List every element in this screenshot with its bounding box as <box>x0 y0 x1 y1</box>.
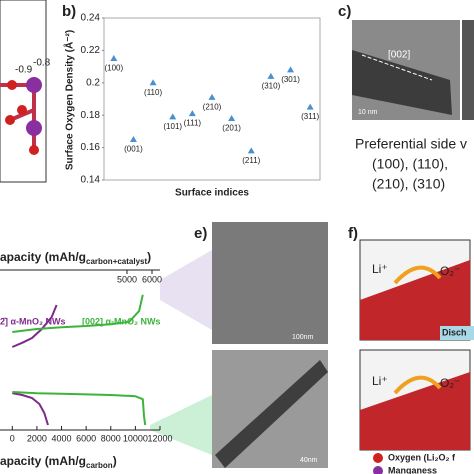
arrow <box>393 375 442 395</box>
surface <box>360 372 470 450</box>
species-label: O₂⁻ <box>440 376 460 390</box>
point-label: (210) <box>203 102 222 111</box>
x-axis-title: apacity (mAh/gcarbon) <box>0 454 117 470</box>
marker <box>228 114 236 121</box>
o-atom <box>5 115 15 125</box>
point-label: (101) <box>163 122 182 131</box>
legend-label: [002] α-MnO₂ NWs <box>82 316 161 326</box>
point-label: (110) <box>144 88 162 97</box>
y-tick-label: 0.2 <box>86 77 100 88</box>
marker <box>169 113 177 120</box>
point-label: (201) <box>222 124 241 133</box>
tem-image <box>212 222 328 344</box>
marker <box>287 66 295 73</box>
ion-label: Li⁺ <box>372 262 388 276</box>
tag: Disch <box>442 327 467 337</box>
series-line <box>11 304 58 426</box>
y-tick-label: 0.16 <box>81 142 101 153</box>
caption: (100), (110), <box>372 156 448 172</box>
point-label: (100) <box>104 64 123 73</box>
panel-label: c) <box>338 3 351 20</box>
y-tick-label: 0.18 <box>81 110 101 121</box>
marker <box>188 110 196 117</box>
scale-bar-label: 10 nm <box>358 109 378 116</box>
charge-label: -0.8 <box>33 58 51 69</box>
scale-bar-label: 100nm <box>292 334 314 341</box>
panel-label: f) <box>348 225 358 242</box>
nanowire <box>215 360 328 468</box>
charge-label: -0.9 <box>15 65 33 76</box>
nanowire <box>352 50 452 115</box>
o-atom <box>17 105 27 115</box>
zoom-wedge <box>150 395 212 455</box>
x-tick-label: 12000 <box>147 433 172 443</box>
legend-label: 2̄] α-MnO₂ NWs <box>0 316 66 326</box>
caption: Preferential side v <box>355 136 467 152</box>
point-label: (001) <box>124 145 143 154</box>
legend-label: Manganess <box>388 465 437 474</box>
panel-label: e) <box>194 225 207 242</box>
x2-axis-title: apacity (mAh/gcarbon+catalyst) <box>0 250 151 266</box>
point-label: (311) <box>301 112 319 121</box>
point-label: (301) <box>281 75 300 84</box>
x-tick-label: 8000 <box>101 433 121 443</box>
y-tick-label: 0.22 <box>81 45 101 56</box>
y-tick-label: 0.24 <box>81 13 101 24</box>
legend-label: Oxygen (Li₂O₂ f <box>388 452 456 462</box>
x-tick-label: 6000 <box>76 433 96 443</box>
x-tick-label: 10000 <box>123 433 148 443</box>
point-label: (111) <box>184 119 202 128</box>
x2-tick-label: 5000 <box>117 274 137 284</box>
marker <box>247 147 255 154</box>
marker <box>110 55 118 61</box>
surface <box>360 260 470 340</box>
x-tick-label: 0 <box>10 433 15 443</box>
species-label: O₂⁻ <box>440 264 460 278</box>
direction-label: [002] <box>388 50 410 61</box>
x-axis-title: Surface indices <box>175 188 249 199</box>
marker <box>267 72 275 79</box>
direction-arrow <box>361 54 433 81</box>
ion-label: Li⁺ <box>372 374 388 388</box>
mn-atom <box>26 77 42 93</box>
caption: (210), (310) <box>372 176 445 192</box>
x-tick-label: 2000 <box>27 433 47 443</box>
zoom-wedge <box>160 250 212 330</box>
marker <box>149 79 157 86</box>
o-atom <box>7 80 17 90</box>
panel-label: b) <box>62 3 76 20</box>
scale-bar-label: 40nm <box>300 457 318 464</box>
y-axis-title: Surface Oxygen Density (Å⁻²) <box>63 30 76 170</box>
y-tick-label: 0.14 <box>81 175 101 186</box>
arrow <box>393 265 442 285</box>
plot-frame <box>103 17 321 181</box>
marker <box>306 103 314 110</box>
point-label: (211) <box>242 156 260 165</box>
tem-image <box>462 20 474 120</box>
marker <box>129 136 137 142</box>
marker <box>208 93 216 100</box>
x-tick-label: 4000 <box>52 433 72 443</box>
series-line <box>12 294 147 426</box>
o-atom <box>29 145 39 155</box>
mn-atom <box>26 120 42 136</box>
point-label: (310) <box>262 81 281 90</box>
legend-swatch <box>373 466 383 474</box>
tag-box <box>440 326 474 340</box>
x2-tick-label: 6000 <box>142 274 162 284</box>
legend-swatch <box>373 453 383 463</box>
